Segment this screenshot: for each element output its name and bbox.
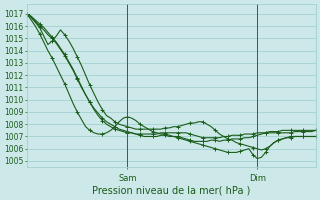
X-axis label: Pression niveau de la mer( hPa ): Pression niveau de la mer( hPa ) bbox=[92, 186, 251, 196]
